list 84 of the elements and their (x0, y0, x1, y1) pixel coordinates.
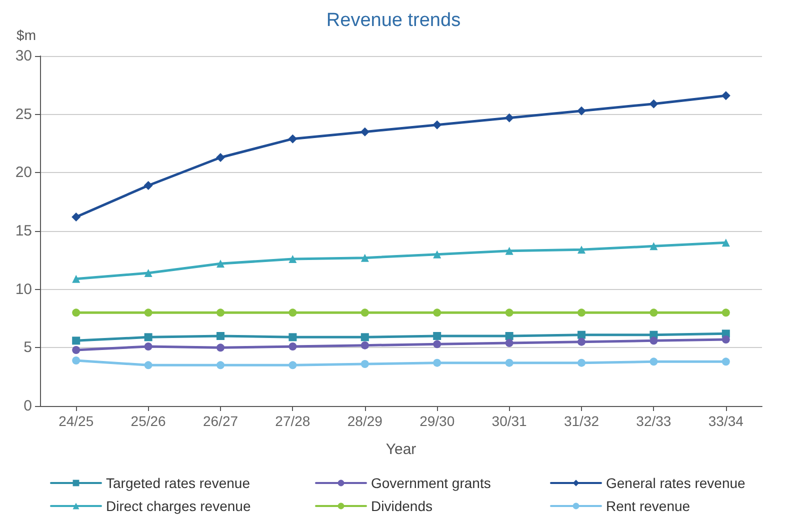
point (505, 332, 514, 340)
point (722, 336, 730, 344)
legend-label: Government grants (371, 475, 491, 491)
point (72, 274, 80, 283)
point (288, 308, 297, 317)
legend-label: General rates revenue (606, 475, 746, 491)
point (722, 238, 730, 247)
point (216, 344, 224, 352)
point (360, 360, 369, 368)
y-tick-label: 10 (15, 280, 32, 298)
point (505, 358, 514, 367)
point (577, 106, 586, 116)
x-tick-label: 25/26 (130, 413, 166, 429)
point (144, 333, 152, 342)
x-tick-label: 33/34 (708, 413, 744, 429)
legend-label: Rent revenue (606, 498, 690, 514)
point (144, 361, 152, 370)
chart-title: Revenue trends (326, 10, 461, 31)
point (288, 342, 297, 350)
point (144, 342, 152, 350)
y-tick-label: 20 (15, 164, 32, 182)
y-tick-label: 25 (15, 106, 32, 123)
legend-label: Direct charges revenue (106, 498, 251, 514)
point (360, 127, 370, 136)
point (650, 358, 658, 366)
point (216, 153, 225, 162)
point (72, 308, 80, 317)
x-tick-label: 32/33 (636, 413, 672, 429)
point (288, 361, 297, 370)
point (72, 356, 80, 364)
point (216, 260, 224, 268)
point (288, 333, 297, 342)
point (505, 339, 514, 347)
point (578, 338, 586, 346)
x-tick-label: 26/27 (202, 413, 238, 429)
point (288, 134, 298, 144)
legend-label: Dividends (371, 498, 432, 514)
point (433, 332, 442, 340)
point (360, 341, 369, 350)
point (288, 255, 297, 263)
y-axis-title: $m (16, 27, 36, 43)
point (433, 250, 442, 258)
point (433, 308, 442, 317)
x-tick-label: 31/32 (564, 413, 600, 429)
point (72, 212, 81, 222)
point (433, 340, 442, 348)
x-tick-label: 28/29 (347, 413, 383, 429)
x-axis-title: Year (386, 441, 416, 458)
point (650, 242, 658, 250)
point (360, 308, 369, 317)
point (360, 333, 369, 342)
point (144, 269, 152, 277)
point (144, 308, 152, 317)
point (650, 308, 658, 317)
legend-label: Targeted rates revenue (106, 475, 250, 491)
point (72, 336, 80, 345)
point (505, 246, 514, 255)
point (722, 308, 730, 317)
x-tick-label: 29/30 (420, 413, 455, 429)
y-tick-label: 30 (15, 48, 32, 64)
x-tick-label: 24/25 (58, 413, 94, 429)
point (360, 254, 369, 262)
y-tick-label: 15 (15, 222, 32, 240)
y-tick-label: 5 (24, 339, 32, 356)
point (216, 332, 224, 340)
point (144, 181, 153, 190)
point (505, 308, 514, 317)
point (216, 361, 224, 370)
x-tick-label: 27/28 (275, 413, 310, 429)
y-tick-label: 0 (24, 398, 32, 414)
point (649, 99, 658, 108)
point (432, 120, 442, 130)
point (216, 308, 224, 317)
point (578, 330, 586, 339)
point (578, 308, 586, 317)
x-tick-label: 30/31 (492, 413, 528, 429)
point (433, 358, 442, 367)
point (650, 336, 658, 345)
point (721, 91, 730, 100)
point (504, 113, 514, 122)
point (722, 358, 730, 366)
point (578, 246, 586, 254)
point (72, 346, 80, 354)
point (578, 358, 586, 367)
